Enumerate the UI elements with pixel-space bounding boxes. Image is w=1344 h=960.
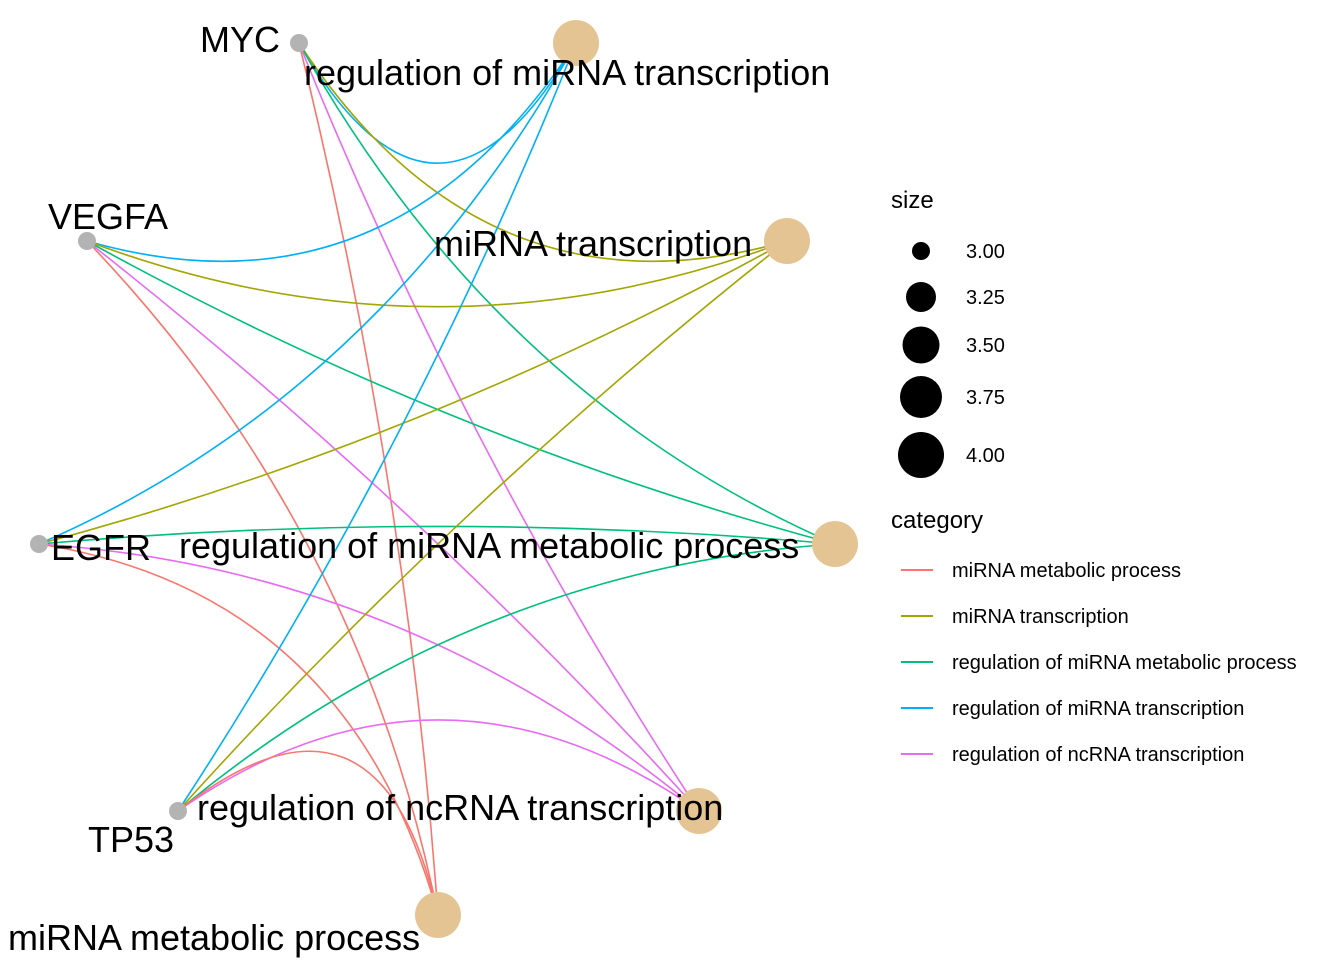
nodes-layer	[30, 20, 858, 938]
edge-egfr-mirna-transcription	[38, 240, 788, 545]
edge-vegfa-regulation-of-ncrna-transcription	[86, 240, 700, 812]
size-legend-label-2: 3.50	[966, 335, 1005, 357]
gene-label-vegfa: VEGFA	[48, 196, 168, 237]
edge-vegfa-regulation-of-mirna-metabolic-process	[86, 240, 836, 545]
category-label-regulation-of-mirna-metabolic-process: regulation of miRNA metabolic process	[179, 525, 799, 566]
gene-node-myc	[290, 34, 308, 52]
edge-myc-mirna-metabolic-process	[298, 42, 439, 916]
edge-egfr-regulation-of-ncrna-transcription	[38, 543, 700, 812]
edge-egfr-regulation-of-mirna-metabolic-process	[38, 525, 836, 545]
edge-vegfa-regulation-of-mirna-transcription	[86, 42, 577, 263]
gene-node-vegfa	[78, 232, 96, 250]
category-legend-label-regulation-of-ncrna-transcription: regulation of ncRNA transcription	[952, 744, 1244, 766]
edge-myc-mirna-transcription	[298, 42, 788, 263]
size-legend-dot-0	[912, 242, 930, 260]
edge-vegfa-mirna-metabolic-process	[86, 240, 439, 916]
edge-tp53-mirna-transcription	[177, 240, 788, 812]
size-legend-items: 3.00 3.25 3.50 3.75 4.00	[898, 241, 1005, 478]
category-node-regulation-of-ncrna-transcription	[676, 788, 722, 834]
category-node-mirna-transcription	[764, 218, 810, 264]
legend: size 3.00 3.25 3.50 3.75 4.00 category miRNA…	[891, 187, 1297, 766]
category-label-regulation-of-ncrna-transcription: regulation of ncRNA transcription	[197, 787, 723, 828]
category-legend-label-mirna-transcription: miRNA transcription	[952, 606, 1129, 628]
edge-myc-regulation-of-mirna-transcription	[298, 42, 577, 164]
category-label-mirna-transcription: miRNA transcription	[434, 223, 752, 264]
size-legend-dot-2	[902, 326, 940, 364]
size-legend-label-1: 3.25	[966, 287, 1005, 309]
edge-myc-regulation-of-ncrna-transcription	[298, 42, 700, 812]
category-label-regulation-of-mirna-transcription: regulation of miRNA transcription	[304, 52, 830, 93]
category-legend-label-mirna-metabolic-process: miRNA metabolic process	[952, 560, 1181, 582]
category-node-regulation-of-mirna-transcription	[553, 20, 599, 66]
size-legend-dot-3	[900, 376, 942, 418]
edges-layer	[38, 42, 836, 916]
gene-label-myc: MYC	[200, 19, 280, 60]
category-label-mirna-metabolic-process: miRNA metabolic process	[8, 917, 420, 958]
gene-node-tp53	[169, 802, 187, 820]
edge-tp53-regulation-of-ncrna-transcription	[177, 719, 700, 812]
category-legend-title: category	[891, 507, 983, 534]
edge-egfr-mirna-metabolic-process	[38, 543, 439, 916]
size-legend-title: size	[891, 187, 934, 214]
labels-layer: regulation of miRNA transcription miRNA t…	[8, 19, 830, 958]
gene-node-egfr	[30, 535, 48, 553]
category-legend-items: miRNA metabolic process miRNA transcripti…	[901, 560, 1297, 766]
edge-myc-regulation-of-mirna-metabolic-process	[298, 42, 836, 545]
edge-tp53-regulation-of-mirna-metabolic-process	[177, 543, 836, 812]
category-legend-label-regulation-of-mirna-metabolic-process: regulation of miRNA metabolic process	[952, 652, 1297, 674]
size-legend-label-4: 4.00	[966, 445, 1005, 467]
gene-label-tp53: TP53	[88, 819, 174, 860]
category-node-mirna-metabolic-process	[415, 892, 461, 938]
size-legend-dot-4	[898, 432, 944, 478]
edge-tp53-mirna-metabolic-process	[177, 750, 439, 916]
size-legend-label-0: 3.00	[966, 241, 1005, 263]
edge-egfr-regulation-of-mirna-transcription	[38, 42, 577, 545]
size-legend-label-3: 3.75	[966, 387, 1005, 409]
edge-tp53-regulation-of-mirna-transcription	[177, 42, 577, 812]
gene-label-egfr: EGFR	[51, 527, 151, 568]
size-legend-dot-1	[906, 282, 936, 312]
edge-vegfa-mirna-transcription	[86, 240, 788, 308]
category-legend-label-regulation-of-mirna-transcription: regulation of miRNA transcription	[952, 698, 1244, 720]
category-node-regulation-of-mirna-metabolic-process	[812, 521, 858, 567]
